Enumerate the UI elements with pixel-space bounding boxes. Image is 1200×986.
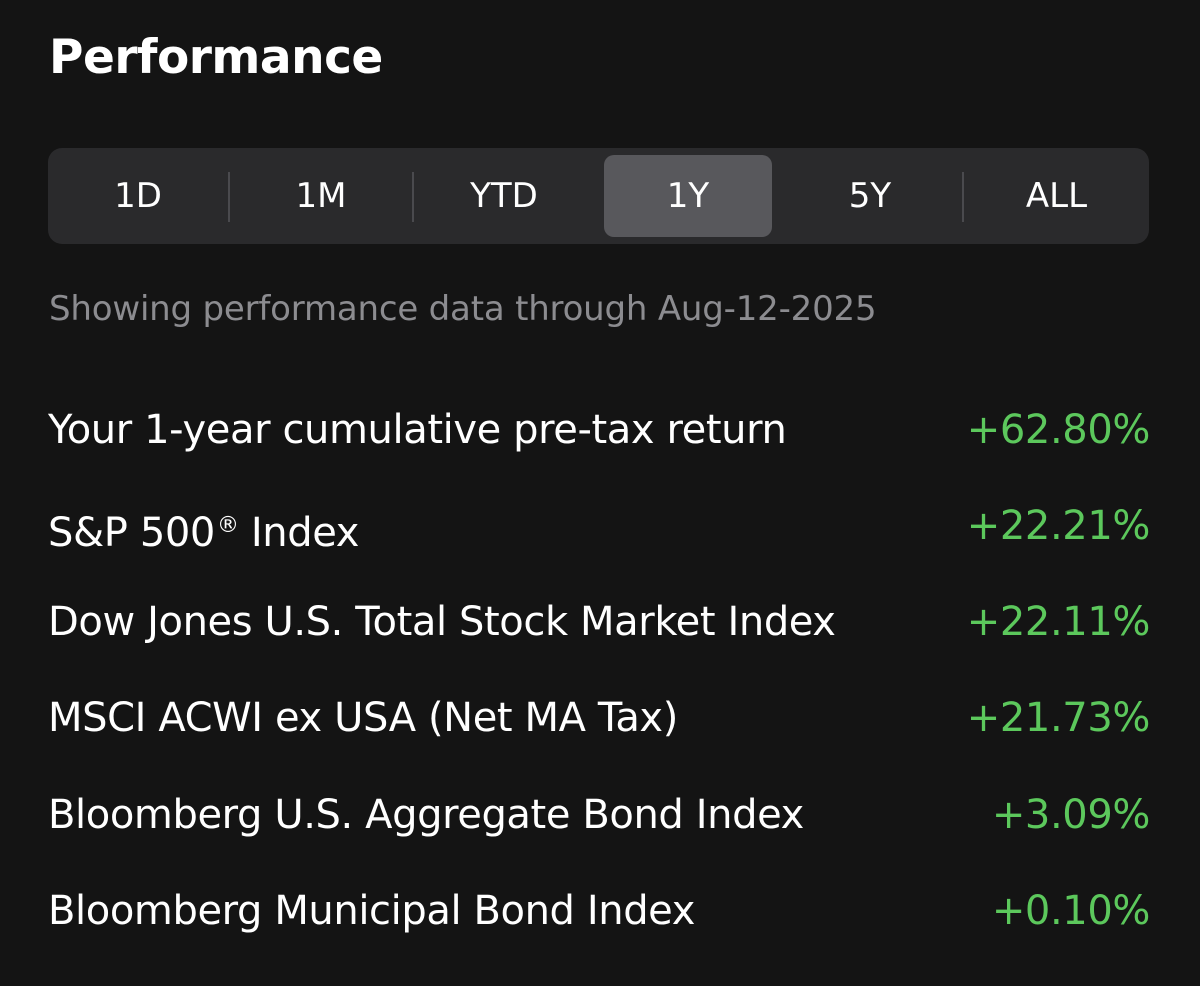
return-label: Your 1-year cumulative pre-tax return: [48, 407, 787, 453]
return-row: S&P 500® Index +22.21%: [48, 496, 1150, 556]
return-row: MSCI ACWI ex USA (Net MA Tax) +21.73%: [48, 688, 1150, 748]
tab-1d[interactable]: 1D: [114, 176, 162, 216]
return-label: Bloomberg U.S. Aggregate Bond Index: [48, 792, 804, 838]
return-label-suffix: Index: [238, 510, 360, 556]
return-value: +21.73%: [966, 695, 1151, 741]
return-label: MSCI ACWI ex USA (Net MA Tax): [48, 695, 678, 741]
tab-divider: [228, 172, 230, 222]
return-row: Your 1-year cumulative pre-tax return +6…: [48, 400, 1150, 460]
return-row: Bloomberg Municipal Bond Index +0.10%: [48, 881, 1150, 941]
return-label-name: S&P 500: [48, 510, 215, 556]
return-label: Bloomberg Municipal Bond Index: [48, 888, 695, 934]
tab-ytd[interactable]: YTD: [470, 176, 538, 216]
return-label: Dow Jones U.S. Total Stock Market Index: [48, 599, 836, 645]
page-title: Performance: [49, 30, 383, 85]
return-row: Dow Jones U.S. Total Stock Market Index …: [48, 592, 1150, 652]
return-row: Bloomberg U.S. Aggregate Bond Index +3.0…: [48, 785, 1150, 845]
tab-5y[interactable]: 5Y: [848, 176, 892, 216]
return-value: +62.80%: [966, 407, 1151, 453]
tab-divider: [412, 172, 414, 222]
return-value: +0.10%: [991, 888, 1151, 934]
return-label: S&P 500® Index: [48, 496, 359, 563]
return-value: +22.21%: [966, 503, 1151, 549]
tab-divider: [962, 172, 964, 222]
tab-1m[interactable]: 1M: [295, 176, 347, 216]
data-date-note: Showing performance data through Aug-12-…: [49, 289, 877, 329]
period-selector: 1D 1M YTD 1Y 5Y ALL: [48, 148, 1149, 244]
tab-1y[interactable]: 1Y: [604, 155, 772, 237]
return-value: +3.09%: [991, 792, 1151, 838]
tab-all[interactable]: ALL: [1025, 176, 1088, 216]
registered-mark: ®: [216, 513, 239, 538]
return-value: +22.11%: [966, 599, 1151, 645]
